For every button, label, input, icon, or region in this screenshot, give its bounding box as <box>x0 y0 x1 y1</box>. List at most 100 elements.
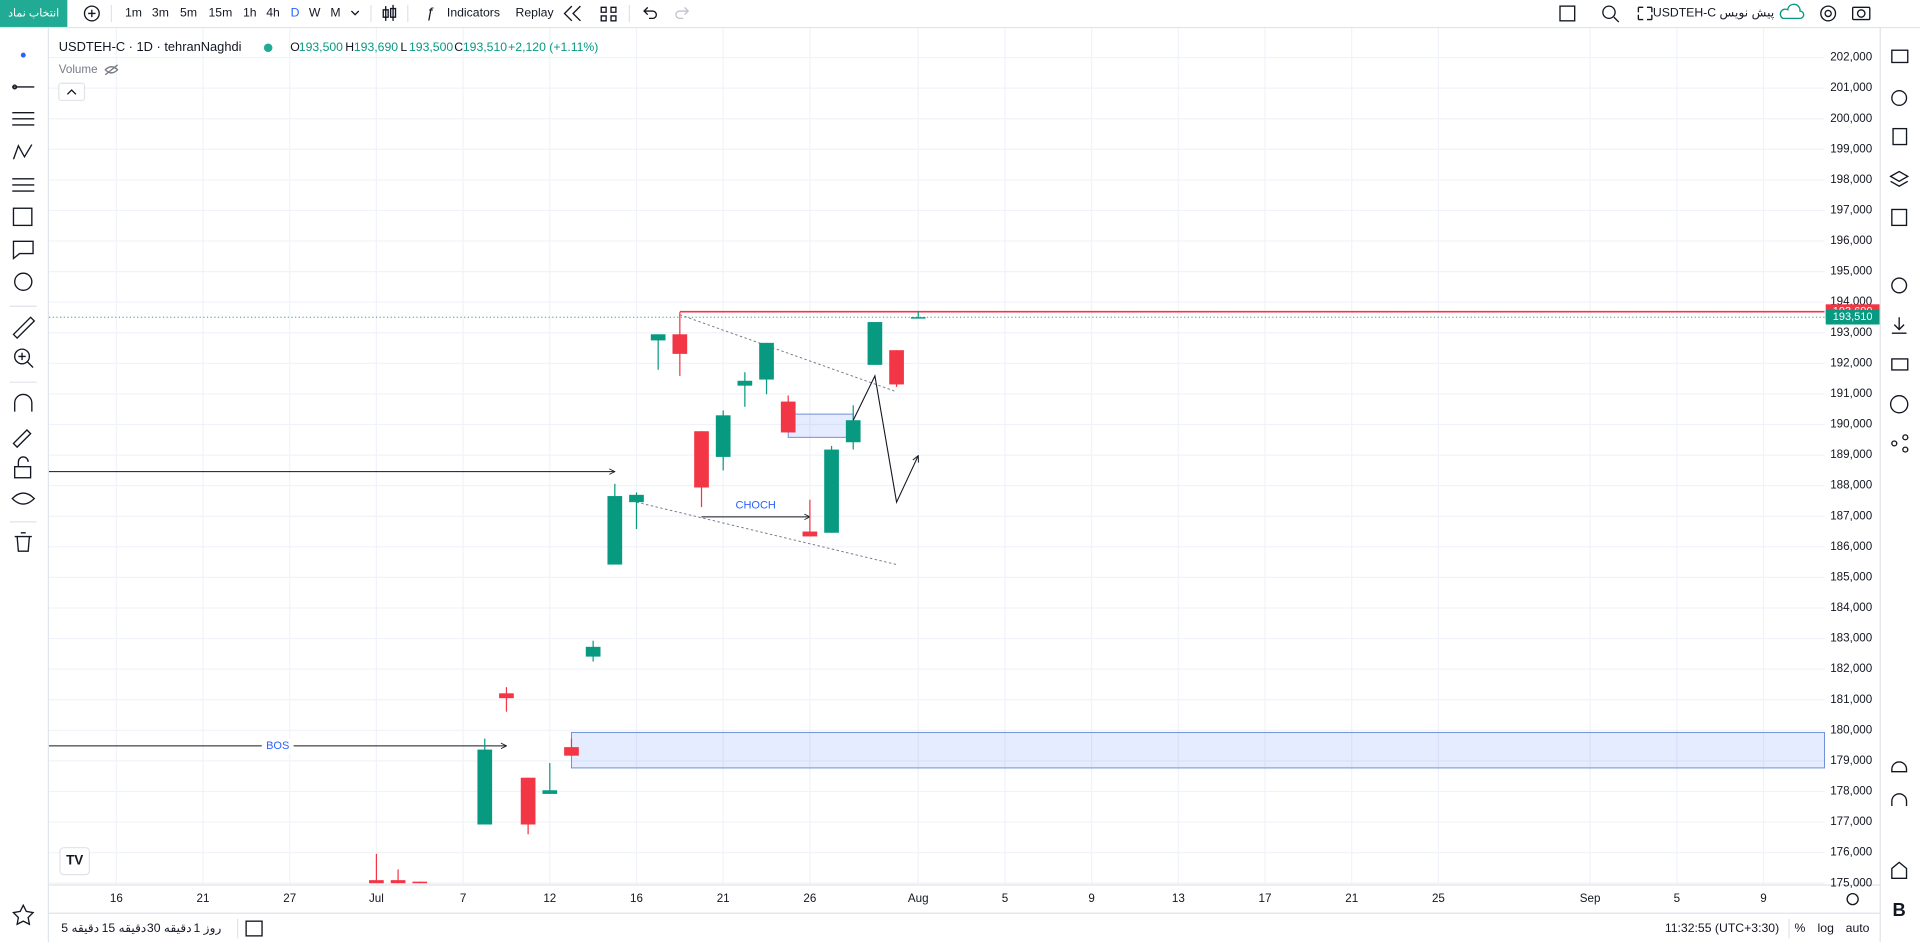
fib-tool[interactable] <box>12 112 35 126</box>
goto-date[interactable] <box>245 920 263 937</box>
ruler-tool[interactable] <box>12 316 36 340</box>
interval-button[interactable]: W <box>309 6 321 20</box>
prediction-tool[interactable] <box>12 178 35 192</box>
plot-area: 16 21 27 Jul 7 12 16 21 26 Aug 5 9 13 17 21 25 Sep 5 9 175,… <box>48 28 1880 905</box>
chart-type[interactable] <box>382 4 397 21</box>
interval-button[interactable]: D <box>291 6 300 20</box>
undo[interactable] <box>643 6 657 20</box>
pattern-tool[interactable] <box>12 144 33 160</box>
object-tree[interactable] <box>1891 277 1908 294</box>
search-icon[interactable] <box>1602 5 1616 20</box>
billing[interactable] <box>1891 358 1909 371</box>
x-tick-label: 17 <box>1259 892 1272 905</box>
y-tick-label: 196,000 <box>1830 234 1873 247</box>
magnet-tool[interactable] <box>14 393 33 412</box>
snapshot[interactable] <box>1851 6 1871 21</box>
lock-tool[interactable] <box>14 466 32 479</box>
range-button[interactable]: 15 دقیقه <box>102 921 147 935</box>
zone-rectangle <box>570 731 1825 769</box>
label-gap <box>261 738 294 754</box>
layers[interactable] <box>1889 170 1910 187</box>
candle-body <box>629 494 644 503</box>
replay-button[interactable]: Replay <box>516 6 555 20</box>
interval-button[interactable]: M <box>330 6 340 20</box>
log-toggle[interactable]: log <box>1818 921 1835 935</box>
interval-button[interactable]: 15m <box>209 6 233 20</box>
fullscreen-box[interactable] <box>1559 5 1576 22</box>
share-node <box>1902 446 1909 453</box>
symbol-button[interactable] <box>0 0 68 27</box>
search-handle <box>1613 16 1620 23</box>
arrow-label: CHOCH <box>736 500 776 512</box>
toolbar-bg <box>0 0 1920 27</box>
alerts[interactable] <box>1891 89 1908 107</box>
candle-body <box>542 790 558 794</box>
collapse-button[interactable] <box>58 82 86 102</box>
notifications[interactable] <box>1891 761 1908 773</box>
shape-tool[interactable] <box>12 207 33 227</box>
favorites[interactable] <box>12 903 35 926</box>
range-button[interactable]: 5 دقیقه <box>61 921 99 935</box>
replay-icon[interactable] <box>563 5 581 22</box>
zoom-tool[interactable] <box>14 348 31 365</box>
draw-mode[interactable] <box>12 429 32 449</box>
range-button[interactable]: 1 روز <box>193 921 221 935</box>
watermark-logo[interactable] <box>59 847 90 876</box>
home[interactable] <box>1891 861 1908 879</box>
download[interactable] <box>1891 317 1907 334</box>
ohlc-key: L <box>400 40 407 54</box>
cloud-save[interactable] <box>1779 3 1805 20</box>
symbol-title: USDTEH-C · 1D · tehranNaghdi <box>59 39 242 54</box>
ohlc-value: 193,500 <box>299 40 343 54</box>
y-tick-label: 201,000 <box>1830 81 1873 94</box>
volume-label: Volume <box>59 63 98 76</box>
redo[interactable] <box>675 6 690 20</box>
add-symbol[interactable] <box>83 5 100 22</box>
interval-menu[interactable] <box>350 10 360 16</box>
layout-icon[interactable] <box>600 6 617 22</box>
indicators-button[interactable]: Indicators <box>447 6 500 20</box>
watchlist[interactable] <box>1891 49 1909 64</box>
percent-toggle[interactable]: % <box>1795 921 1806 935</box>
profile[interactable] <box>1889 394 1909 414</box>
axis-settings[interactable] <box>1846 892 1859 906</box>
candle-body <box>650 334 666 341</box>
brand-icon[interactable]: B <box>1893 899 1906 920</box>
add-symbol-plus <box>88 9 96 18</box>
symbol-button-label[interactable]: انتخاب نماد <box>8 7 59 19</box>
y-tick-label: 200,000 <box>1830 112 1873 125</box>
interval-button[interactable]: 5m <box>180 6 197 20</box>
candle-body <box>694 431 709 488</box>
cursor-tool[interactable] <box>20 52 26 58</box>
visibility-tool[interactable] <box>11 492 36 505</box>
y-tick-label: 188,000 <box>1830 479 1873 492</box>
x-tick-label: 27 <box>283 892 296 905</box>
y-tick-label: 192,000 <box>1830 356 1873 369</box>
volume-hidden-icon[interactable] <box>104 64 119 76</box>
calendar[interactable] <box>1891 208 1908 227</box>
interval-button[interactable]: 1m <box>125 6 142 20</box>
fx-icon[interactable]: ƒ <box>426 5 434 21</box>
candle-body <box>369 880 384 884</box>
y-tick-label: 175,000 <box>1830 876 1873 889</box>
auto-toggle[interactable]: auto <box>1846 921 1870 935</box>
interval-button[interactable]: 4h <box>266 6 280 20</box>
interval-button[interactable]: 1h <box>243 6 257 20</box>
share[interactable] <box>1891 440 1898 447</box>
y-tick-label: 202,000 <box>1830 51 1873 64</box>
layout-name[interactable]: USDTEH-C پیش نویس <box>1653 6 1774 20</box>
icon-tool[interactable] <box>14 272 33 291</box>
text-tool[interactable] <box>12 240 34 260</box>
y-tick-label: 187,000 <box>1830 509 1873 522</box>
settings[interactable] <box>1820 5 1837 22</box>
delete-tool[interactable] <box>14 532 32 552</box>
interval-button[interactable]: 3m <box>152 6 169 20</box>
maximize[interactable] <box>1637 6 1653 21</box>
candle-body <box>520 777 536 825</box>
support[interactable] <box>1891 793 1908 807</box>
range-button[interactable]: 30 دقیقه <box>147 921 192 935</box>
ohlc-key: C <box>454 40 463 54</box>
ohlc-key: O <box>290 40 300 54</box>
notes[interactable] <box>1892 127 1908 146</box>
